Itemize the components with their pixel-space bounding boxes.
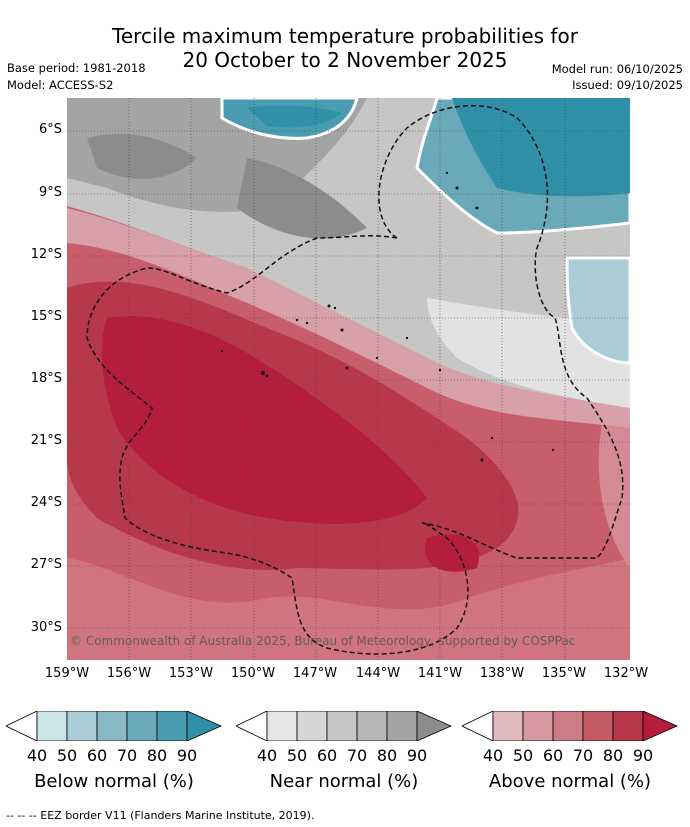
near-cb-segment (236, 711, 268, 741)
above-tick: 40 (482, 746, 504, 765)
lat-label: 18°S (30, 371, 62, 386)
lat-label: 27°S (30, 557, 62, 572)
lon-label: 147°W (292, 666, 338, 681)
near-tick: 80 (376, 746, 398, 765)
lon-label: 141°W (417, 666, 463, 681)
lat-label: 6°S (38, 122, 62, 137)
above-tick: 60 (542, 746, 564, 765)
below-normal-90-patch-west (247, 105, 342, 128)
above-cb-segment (492, 711, 524, 741)
probability-map (67, 98, 630, 660)
near-tick: 50 (286, 746, 308, 765)
title-line-2: 20 October to 2 November 2025 (182, 48, 508, 72)
near-cb-segment (416, 711, 452, 741)
below-cb-segment (96, 711, 128, 741)
above-tick: 90 (632, 746, 654, 765)
above-normal-90-patch (425, 534, 479, 572)
lon-label: 150°W (230, 666, 276, 681)
lon-label: 138°W (479, 666, 525, 681)
below-tick: 80 (146, 746, 168, 765)
below-cb-segment (6, 711, 38, 741)
title-line-1: Tercile maximum temperature probabilitie… (112, 24, 578, 48)
model-run: Model run: 06/10/2025 (551, 62, 683, 76)
below-normal-title: Below normal (%) (34, 771, 194, 792)
below-cb-segment (186, 711, 222, 741)
eez-border-west (86, 235, 469, 655)
near-cb-segment (296, 711, 328, 741)
above-normal-90-region (101, 316, 427, 524)
islands (220, 171, 555, 462)
near-normal-colorbar (236, 711, 452, 741)
above-normal-40-band (67, 208, 630, 428)
below-tick: 60 (86, 746, 108, 765)
near-normal-title: Near normal (%) (269, 771, 419, 792)
above-normal-60-region (67, 558, 630, 660)
near-normal-90-patch (87, 134, 197, 179)
lat-label: 24°S (30, 495, 62, 510)
below-cb-segment (66, 711, 98, 741)
above-cb-segment (582, 711, 614, 741)
above-cb-segment (642, 711, 678, 741)
lon-label: 153°W (168, 666, 214, 681)
above-cb-segment (462, 711, 494, 741)
lat-label: 30°S (30, 620, 62, 635)
lon-label: 132°W (603, 666, 649, 681)
lat-label: 9°S (38, 185, 62, 200)
above-cb-segment (612, 711, 644, 741)
below-cb-segment (156, 711, 188, 741)
above-tick: 80 (602, 746, 624, 765)
map-svg (67, 98, 630, 660)
near-cb-segment (386, 711, 418, 741)
eez-border-east (378, 104, 624, 559)
gridlines (67, 98, 630, 660)
near-cb-segment (266, 711, 298, 741)
issued-date: Issued: 09/10/2025 (572, 78, 683, 92)
near-tick: 60 (316, 746, 338, 765)
below-tick: 40 (26, 746, 48, 765)
base-period: Base period: 1981-2018 (7, 61, 146, 75)
near-normal-90-patch-2 (237, 158, 367, 239)
below-normal-colorbar (6, 711, 222, 741)
above-normal-title: Above normal (%) (488, 771, 652, 792)
below-normal-90-region-east (452, 98, 630, 197)
above-normal-50-region (598, 398, 630, 568)
eez-footnote: -- -- -- EEZ border V11 (Flanders Marine… (6, 809, 315, 822)
above-tick: 50 (512, 746, 534, 765)
lon-label: 159°W (44, 666, 90, 681)
above-cb-segment (552, 711, 584, 741)
copyright-notice: © Commonwealth of Australia 2025, Bureau… (70, 634, 576, 648)
lat-label: 12°S (30, 247, 62, 262)
below-tick: 70 (116, 746, 138, 765)
near-cb-segment (326, 711, 358, 741)
below-tick: 90 (176, 746, 198, 765)
above-normal-colorbar (462, 711, 678, 741)
below-cb-segment (126, 711, 158, 741)
lon-label: 135°W (541, 666, 587, 681)
lat-label: 15°S (30, 309, 62, 324)
below-tick: 50 (56, 746, 78, 765)
lon-label: 144°W (355, 666, 401, 681)
below-normal-region-south (565, 256, 630, 365)
lon-label: 156°W (106, 666, 152, 681)
below-cb-segment (36, 711, 68, 741)
above-tick: 70 (572, 746, 594, 765)
near-cb-segment (356, 711, 388, 741)
near-tick: 40 (256, 746, 278, 765)
lat-label: 21°S (30, 433, 62, 448)
near-tick: 70 (346, 746, 368, 765)
model-name: Model: ACCESS-S2 (7, 78, 114, 92)
near-tick: 90 (406, 746, 428, 765)
above-cb-segment (522, 711, 554, 741)
